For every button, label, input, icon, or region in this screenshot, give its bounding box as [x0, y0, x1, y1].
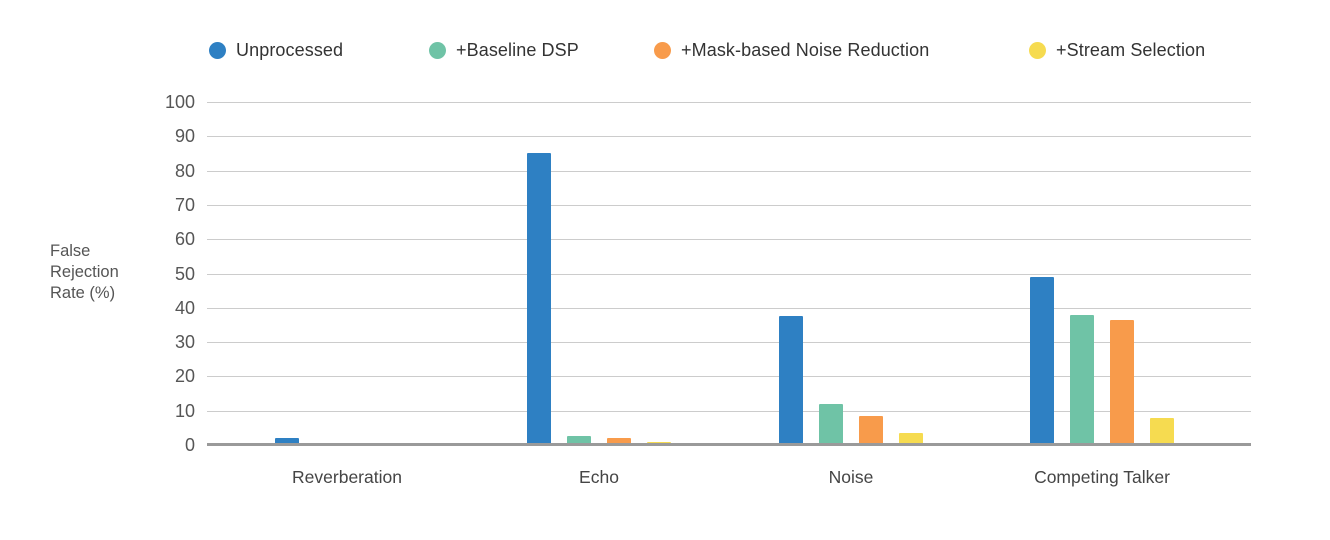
gridline-80	[207, 170, 1251, 172]
y-tick-label-90: 90	[174, 126, 195, 147]
bar-stream-selection-noise	[899, 433, 923, 445]
x-category-label-echo: Echo	[579, 467, 619, 487]
legend-label-unprocessed: Unprocessed	[236, 40, 344, 60]
legend-item-unprocessed: Unprocessed	[209, 40, 343, 61]
legend-swatch-stream-selection-icon	[1029, 42, 1046, 59]
bar-baseline-dsp-echo	[567, 435, 591, 445]
bar-group-competing-talker	[1030, 276, 1174, 445]
gridline-90	[207, 136, 1251, 138]
bar-baseline-dsp-competing-talker	[1070, 314, 1094, 445]
legend-item-stream-selection: +Stream Selection	[1029, 40, 1205, 61]
legend-item-baseline-dsp: +Baseline DSP	[429, 40, 579, 61]
bar-mask-based-noise-reduction-noise	[859, 415, 883, 445]
bar-unprocessed-reverberation	[275, 438, 299, 445]
legend-swatch-mask-based-noise-reduction-icon	[654, 42, 671, 59]
y-tick-label-10: 10	[174, 400, 195, 421]
legend-label-baseline-dsp: +Baseline DSP	[456, 40, 579, 60]
y-tick-label-60: 60	[174, 229, 195, 250]
bar-group-echo	[527, 153, 671, 445]
legend-swatch-unprocessed-icon	[209, 42, 226, 59]
bar-baseline-dsp-noise	[819, 403, 843, 445]
bar-mask-based-noise-reduction-competing-talker	[1110, 319, 1134, 445]
y-tick-label-80: 80	[174, 160, 195, 181]
gridline-60	[207, 239, 1251, 241]
y-axis-ticks: 0 10 20 30 40 50 60 70 80 90 100	[125, 92, 195, 455]
x-category-label-competing-talker: Competing Talker	[1034, 467, 1170, 487]
bar-group-noise	[779, 316, 923, 445]
x-axis-baseline	[207, 443, 1251, 446]
x-category-label-reverberation: Reverberation	[292, 467, 402, 487]
y-axis-title: False Rejection Rate (%)	[50, 241, 119, 304]
gridline-70	[207, 204, 1251, 206]
plot-area	[207, 102, 1251, 446]
bar-unprocessed-echo	[527, 153, 551, 445]
legend-label-mask-based-noise-reduction: +Mask-based Noise Reduction	[681, 40, 930, 60]
bar-unprocessed-competing-talker	[1030, 276, 1054, 445]
gridline-50	[207, 273, 1251, 275]
y-tick-label-30: 30	[174, 332, 195, 353]
y-tick-label-100: 100	[164, 92, 195, 112]
y-axis-title-line-2: Rejection	[50, 263, 119, 281]
gridline-100	[207, 102, 1251, 103]
bar-stream-selection-competing-talker	[1150, 418, 1174, 445]
bar-unprocessed-noise	[779, 316, 803, 445]
y-axis-title-line-3: Rate (%)	[50, 284, 116, 302]
legend-label-stream-selection: +Stream Selection	[1056, 40, 1206, 60]
y-tick-label-50: 50	[174, 263, 195, 284]
y-axis-title-line-1: False	[50, 242, 91, 260]
legend-item-mask-based-noise-reduction: +Mask-based Noise Reduction	[654, 40, 929, 61]
gridline-40	[207, 307, 1251, 309]
x-axis-labels: Reverberation Echo Noise Competing Talker	[0, 467, 1330, 491]
y-tick-label-0: 0	[184, 435, 195, 455]
bar-mask-based-noise-reduction-echo	[607, 438, 631, 445]
y-tick-label-70: 70	[174, 194, 195, 215]
gridline-20	[207, 376, 1251, 378]
legend-swatch-baseline-dsp-icon	[429, 42, 446, 59]
gridline-30	[207, 342, 1251, 344]
y-tick-label-20: 20	[174, 366, 195, 387]
y-tick-label-40: 40	[174, 297, 195, 318]
x-category-label-noise: Noise	[828, 467, 874, 487]
gridline-10	[207, 410, 1251, 412]
